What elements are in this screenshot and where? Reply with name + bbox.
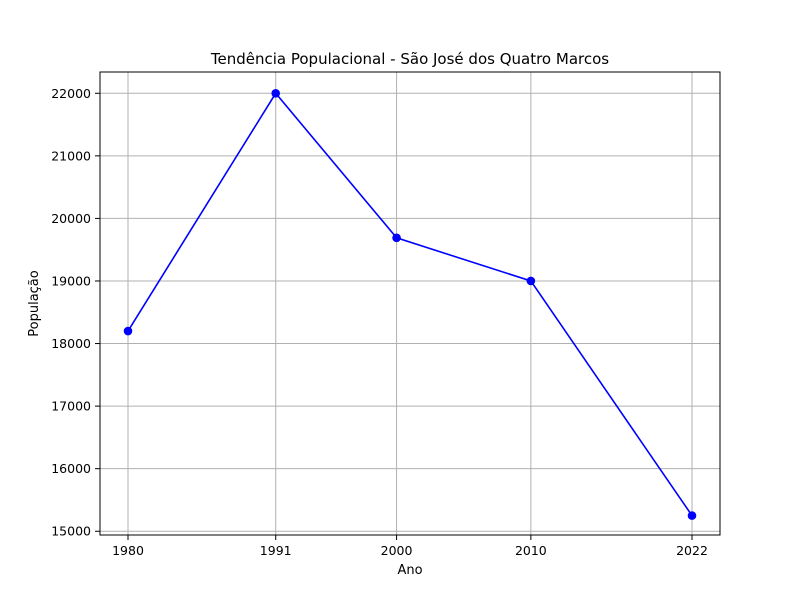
y-tick-label: 15000 — [51, 524, 91, 539]
data-point-1980 — [123, 326, 133, 336]
data-point-2000 — [392, 233, 401, 243]
data-point-2010 — [526, 276, 536, 286]
x-tick-label: 2010 — [515, 543, 547, 558]
y-tick-label: 16000 — [51, 461, 91, 476]
axis-ticks: 1980 1991 2000 2010 2022 15000 16000 17000 18000… — [51, 86, 708, 558]
y-tick-label: 17000 — [51, 399, 91, 414]
y-tick-label: 19000 — [51, 273, 91, 288]
y-tick-label: 20000 — [51, 211, 91, 226]
chart-title: Tendência Populacional - São José dos Qu… — [210, 50, 609, 68]
x-tick-label: 1980 — [112, 543, 144, 558]
y-axis-label: População — [27, 270, 42, 337]
x-tick-label: 2022 — [676, 543, 708, 558]
y-tick-label: 21000 — [51, 148, 91, 163]
data-point-2022 — [687, 511, 697, 520]
plot-frame — [99, 71, 721, 536]
y-tick-label: 18000 — [51, 336, 91, 351]
x-tick-label: 1991 — [260, 543, 292, 558]
y-tick-label: 22000 — [51, 86, 91, 101]
grid-lines — [100, 72, 720, 535]
data-point-1991 — [271, 88, 281, 98]
x-tick-label: 2000 — [381, 543, 413, 558]
x-axis-label: Ano — [397, 563, 422, 578]
series-layer — [123, 88, 697, 520]
